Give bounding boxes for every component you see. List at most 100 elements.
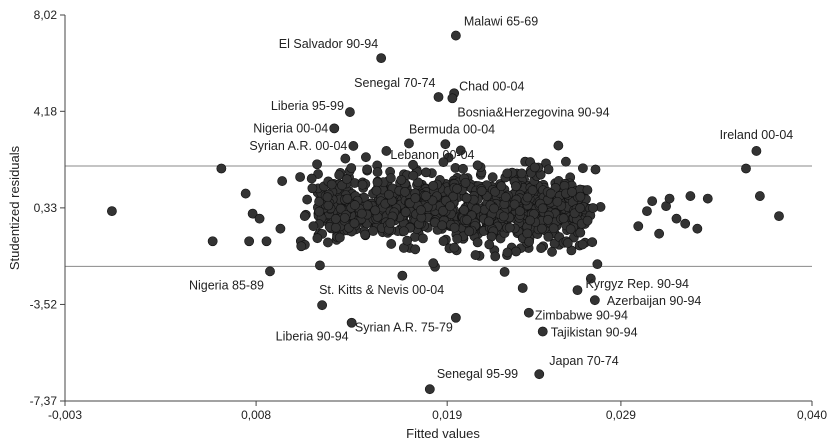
point-label: Lebanon 00-04 (390, 148, 474, 162)
data-point (421, 191, 431, 201)
data-point (312, 233, 323, 244)
data-point (565, 224, 576, 235)
data-point (341, 174, 352, 185)
labeled-points (265, 30, 762, 395)
data-point (330, 213, 341, 224)
data-point (360, 229, 370, 240)
data-points (107, 139, 784, 293)
data-point (299, 211, 310, 222)
data-point (664, 193, 675, 204)
data-point (543, 164, 554, 175)
data-point (295, 172, 306, 182)
data-point (334, 170, 345, 180)
data-point (680, 218, 691, 229)
x-tick-label: 0,008 (241, 408, 271, 422)
data-point (702, 193, 713, 204)
labeled-data-point (450, 30, 461, 41)
labeled-data-point (329, 123, 340, 134)
data-point (587, 237, 598, 248)
data-point (207, 236, 218, 247)
data-point (575, 203, 585, 213)
y-tick-label: -3,52 (30, 297, 58, 311)
data-point (522, 228, 533, 239)
data-point (334, 232, 345, 243)
labeled-data-point (265, 266, 275, 277)
data-point (582, 215, 593, 226)
data-point (552, 196, 563, 207)
point-label: Syrian A.R. 00-04 (249, 139, 347, 153)
data-point (296, 241, 307, 252)
data-point (511, 246, 521, 257)
data-point (368, 226, 379, 236)
x-tick-label: 0,029 (606, 408, 636, 422)
y-axis-label: Studentized residuals (7, 145, 22, 270)
labeled-data-point (433, 92, 444, 102)
point-label: St. Kitts & Nevis 00-04 (319, 283, 444, 297)
data-point (509, 199, 520, 210)
data-point (386, 239, 397, 249)
data-point (361, 152, 371, 163)
data-point (384, 189, 394, 200)
point-label: Kyrgyz Rep. 90-94 (585, 277, 689, 291)
data-point (498, 211, 509, 222)
data-point (522, 192, 533, 203)
data-point (372, 167, 383, 177)
data-point (307, 183, 318, 194)
data-point (330, 222, 341, 233)
data-point (445, 201, 456, 212)
point-label: Nigeria 00-04 (253, 121, 328, 135)
data-point (400, 186, 410, 197)
data-point (357, 208, 367, 219)
data-point (413, 177, 423, 188)
data-point (247, 208, 258, 219)
data-point (543, 231, 554, 242)
data-point (385, 218, 396, 228)
data-point (647, 196, 658, 207)
data-point (216, 163, 227, 174)
point-label: Nigeria 85-89 (189, 278, 264, 292)
data-point (545, 188, 556, 199)
data-point (438, 205, 449, 216)
point-label: Chad 00-04 (459, 79, 524, 93)
data-point (529, 162, 540, 173)
x-tick-label: -0,003 (48, 408, 82, 422)
y-tick-label: 0,33 (34, 201, 58, 215)
data-point (577, 163, 588, 174)
labeled-data-point (317, 300, 328, 311)
data-point (490, 186, 500, 197)
point-label: Azerbaijan 90-94 (607, 294, 702, 308)
data-point (349, 218, 360, 229)
data-point (323, 200, 334, 211)
data-point (428, 180, 439, 191)
data-point (346, 163, 357, 173)
data-point (548, 223, 559, 234)
data-point (416, 205, 426, 216)
point-label: Liberia 95-99 (271, 99, 344, 113)
data-point (692, 223, 703, 234)
labeled-data-point (751, 146, 762, 156)
data-point (400, 207, 411, 218)
data-point (438, 157, 449, 168)
data-point (428, 258, 439, 269)
data-point (421, 167, 431, 178)
data-point (575, 191, 586, 202)
point-label: Zimbabwe 90-94 (535, 309, 628, 323)
data-point (314, 196, 325, 207)
data-point (371, 185, 382, 196)
data-point (537, 223, 547, 234)
data-point (575, 227, 586, 238)
x-tick-label: 0,019 (432, 408, 462, 422)
data-point (582, 185, 593, 195)
data-point (553, 140, 564, 151)
labeled-data-point (523, 307, 534, 318)
data-point (418, 233, 428, 244)
point-label: Ireland 00-04 (720, 128, 794, 142)
point-label: Malawi 65-69 (464, 15, 538, 29)
x-axis-ticks: -0,003 0,008 0,019 0,029 0,040 (48, 401, 827, 422)
data-point (502, 168, 513, 179)
data-point (527, 185, 538, 196)
data-point (240, 188, 251, 199)
data-point (362, 200, 373, 211)
data-point (754, 191, 765, 201)
